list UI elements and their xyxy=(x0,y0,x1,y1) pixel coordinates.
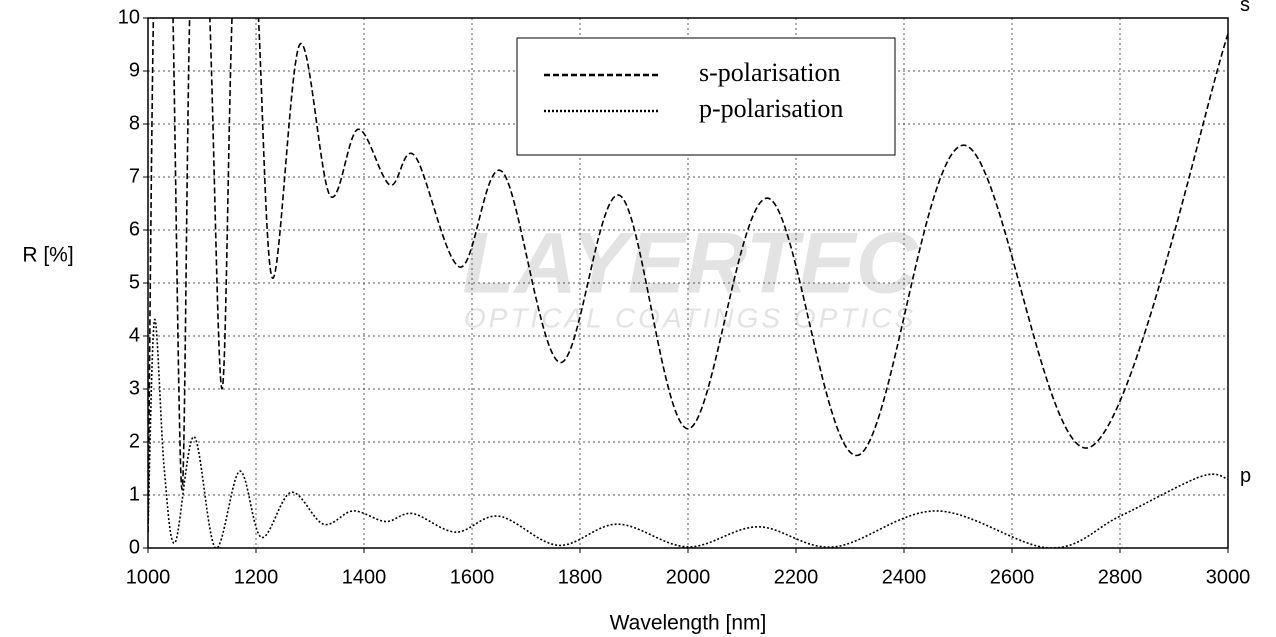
x-tick-label: 3000 xyxy=(1206,566,1251,588)
x-tick-label: 2200 xyxy=(774,566,819,588)
series-line xyxy=(148,18,1228,533)
y-tick-label: 9 xyxy=(129,59,140,81)
x-tick-label: 1000 xyxy=(126,566,171,588)
watermark: LAYERTEC OPTICAL COATINGS OPTICS xyxy=(462,216,919,334)
y-tick-label: 4 xyxy=(129,324,140,346)
plot-frame xyxy=(147,17,1229,549)
series-line xyxy=(148,318,1228,548)
y-tick-label: 7 xyxy=(129,165,140,187)
watermark-tagline: OPTICAL COATINGS OPTICS xyxy=(464,302,916,333)
y-axis-label: R [%] xyxy=(22,244,73,267)
plot-lines xyxy=(148,18,1228,548)
y-tick-label: 6 xyxy=(129,218,140,240)
legend-box xyxy=(516,37,896,156)
x-tick-label: 2800 xyxy=(1098,566,1143,588)
x-axis-label: Wavelength [nm] xyxy=(610,612,767,635)
legend-label: p-polarisation xyxy=(699,94,843,123)
x-tick-label: 2400 xyxy=(882,566,927,588)
x-tick-label: 2600 xyxy=(990,566,1035,588)
series-end-label: s xyxy=(1240,0,1250,16)
y-tick-label: 3 xyxy=(129,377,140,399)
y-tick-label: 5 xyxy=(129,271,140,293)
x-tick-label: 2000 xyxy=(666,566,711,588)
series-end-label: p xyxy=(1240,465,1251,487)
legend-label: s-polarisation xyxy=(699,58,841,87)
y-tick-label: 1 xyxy=(129,483,140,505)
x-tick-label: 1400 xyxy=(342,566,387,588)
y-tick-label: 0 xyxy=(129,536,140,558)
y-tick-label: 2 xyxy=(129,430,140,452)
x-tick-label: 1800 xyxy=(558,566,603,588)
x-tick-label: 1600 xyxy=(450,566,495,588)
watermark-logo: LAYERTEC xyxy=(462,216,919,312)
x-tick-label: 1200 xyxy=(234,566,279,588)
y-tick-label: 10 xyxy=(118,6,140,28)
y-tick-label: 8 xyxy=(129,112,140,134)
